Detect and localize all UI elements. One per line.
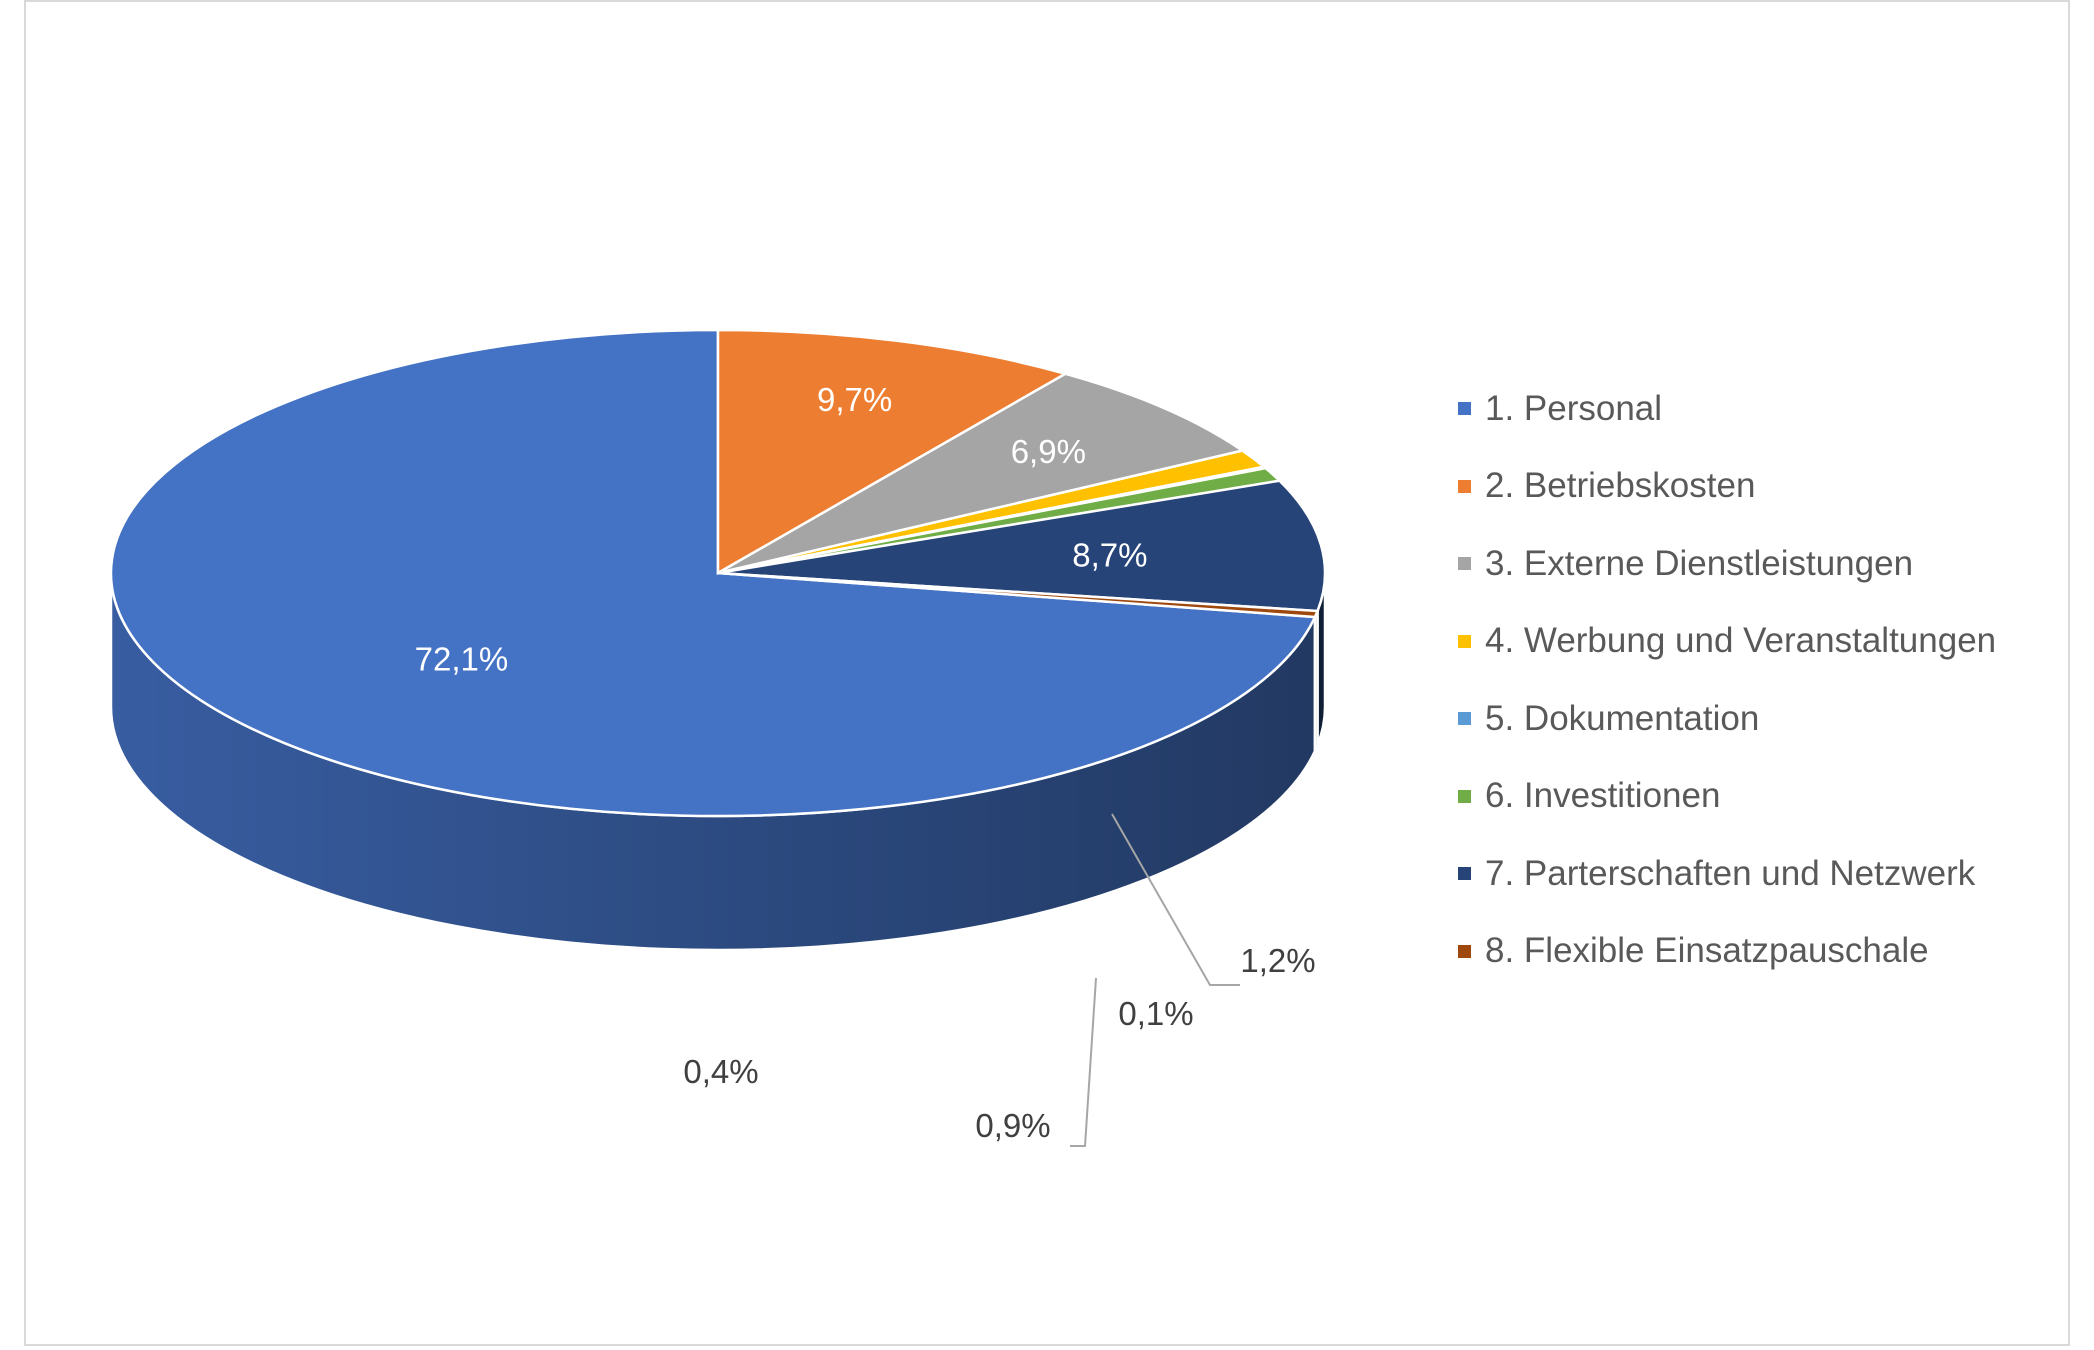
legend-swatch	[1458, 557, 1471, 571]
slice-4-data-label: 1,2%	[1240, 942, 1315, 979]
slice-1-data-label: 72,1%	[415, 641, 509, 678]
legend-item: 8. Flexible Einsatzpauschale	[1458, 913, 1996, 991]
legend-swatch	[1458, 634, 1471, 648]
slice-3-data-label: 6,9%	[1011, 433, 1086, 470]
legend-label: 3. Externe Dienstleistungen	[1485, 543, 1914, 583]
slice-3-top	[717, 372, 1246, 575]
slice-6-data-label: 0,9%	[975, 1107, 1050, 1144]
slice-7-top	[717, 479, 1327, 613]
legend-label: 5. Dokumentation	[1485, 698, 1760, 738]
slice-5-data-label: 0,1%	[1118, 995, 1193, 1032]
legend-label: 1. Personal	[1485, 388, 1663, 428]
legend-swatch	[1458, 479, 1471, 493]
legend-swatch	[1458, 944, 1471, 958]
legend-item: 4. Werbung und Veranstaltungen	[1458, 603, 1996, 681]
slice-1-top	[109, 328, 1317, 818]
slice-8-top	[717, 571, 1320, 619]
slice-4-leader-line	[1111, 813, 1240, 986]
legend-swatch	[1458, 867, 1471, 881]
legend-label: 7. Parterschaften und Netzwerk	[1485, 853, 1976, 893]
legend-item: 6. Investitionen	[1458, 758, 1996, 836]
slice-2-data-label: 9,7%	[817, 381, 892, 418]
slice-8-side	[1313, 610, 1319, 752]
slice-8-data-label: 0,4%	[683, 1053, 758, 1090]
legend-label: 2. Betriebskosten	[1485, 466, 1756, 506]
slice-7-data-label: 8,7%	[1072, 537, 1147, 574]
legend-swatch	[1458, 789, 1471, 803]
legend-item: 3. Externe Dienstleistungen	[1458, 525, 1996, 603]
legend-label: 4. Werbung und Veranstaltungen	[1485, 621, 1997, 661]
legend-label: 8. Flexible Einsatzpauschale	[1485, 931, 1929, 971]
legend: 1. Personal 2. Betriebskosten 3. Externe D…	[1458, 370, 1996, 990]
legend-swatch	[1458, 712, 1471, 726]
legend-item: 5. Dokumentation	[1458, 680, 1996, 758]
legend-item: 2. Betriebskosten	[1458, 448, 1996, 526]
legend-label: 6. Investitionen	[1485, 776, 1721, 816]
legend-item: 1. Personal	[1458, 370, 1996, 448]
legend-item: 7. Parterschaften und Netzwerk	[1458, 835, 1996, 913]
slice-6-leader-line	[1070, 977, 1097, 1147]
legend-swatch	[1458, 402, 1471, 416]
slice-2-top	[716, 328, 1069, 576]
